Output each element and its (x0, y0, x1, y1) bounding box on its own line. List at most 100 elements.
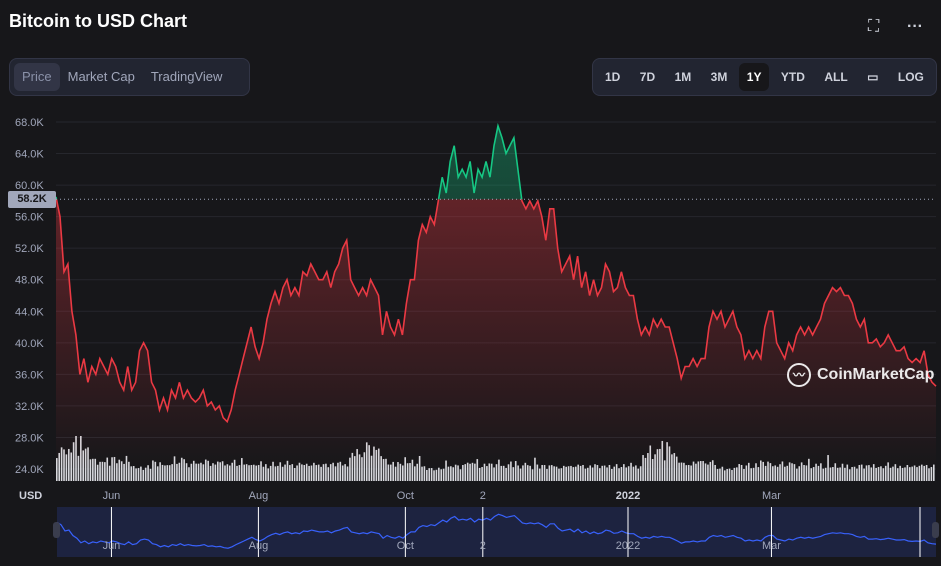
volume-bar (894, 464, 897, 481)
volume-bar (743, 468, 745, 481)
volume-bar (428, 468, 431, 481)
volume-bar (430, 468, 433, 481)
volume-bar (887, 462, 889, 481)
volume-bar (289, 465, 291, 481)
volume-bar (618, 468, 620, 481)
tab-market-cap[interactable]: Market Cap (67, 69, 135, 84)
volume-bar (630, 462, 632, 481)
volume-bar (591, 467, 594, 481)
volume-bar (166, 465, 169, 481)
volume-bar (853, 466, 856, 481)
volume-bar (880, 466, 882, 481)
volume-bar (178, 462, 181, 481)
range-all[interactable]: ALL (824, 70, 848, 84)
volume-bar (596, 465, 599, 481)
volume-bar (228, 465, 231, 481)
volume-bar (916, 467, 918, 481)
y-tick-label: 28.0K (15, 432, 44, 444)
volume-bar (238, 465, 241, 481)
volume-bar (185, 463, 188, 481)
volume-bar (329, 464, 332, 481)
volume-bar (450, 466, 452, 481)
navigator-label: Aug (249, 540, 269, 552)
volume-bar (149, 468, 152, 481)
volume-bar (286, 460, 289, 481)
range-1y[interactable]: 1Y (738, 63, 770, 91)
volume-bar (344, 464, 346, 481)
volume-bar (872, 464, 875, 481)
volume-bar (632, 466, 635, 481)
volume-bar (877, 467, 880, 481)
range-1d[interactable]: 1D (605, 70, 621, 84)
expand-icon[interactable]: ⛶ (868, 18, 880, 35)
volume-bar (438, 467, 440, 481)
navigator-handle-right[interactable] (932, 522, 939, 538)
volume-bar (171, 464, 173, 481)
navigator-handle-left[interactable] (53, 522, 60, 538)
volume-bar (786, 465, 789, 481)
volume-bar (128, 461, 130, 481)
volume-bar (209, 465, 212, 481)
volume-bar (241, 458, 243, 481)
volume-bar (202, 464, 205, 481)
ellipsis-icon[interactable]: ··· (907, 18, 923, 35)
volume-bar (147, 465, 149, 481)
navigator-label: Mar (762, 540, 781, 552)
volume-bar (214, 464, 217, 481)
volume-bar (500, 465, 503, 481)
volume-bar (606, 467, 608, 481)
navigator-label: 2 (480, 540, 486, 552)
volume-bar (452, 467, 455, 481)
volume-bar (505, 467, 507, 481)
volume-bar (476, 459, 479, 481)
calendar-icon[interactable]: ▭ (867, 70, 879, 84)
volume-bar (180, 457, 183, 481)
volume-bar (911, 466, 913, 481)
volume-bar (411, 459, 414, 481)
volume-bar (291, 464, 294, 481)
x-tick-label: 2022 (616, 490, 640, 502)
tab-price[interactable]: Price (14, 63, 60, 91)
range-1m[interactable]: 1M (674, 70, 692, 84)
volume-bar (582, 464, 584, 481)
volume-bar (728, 468, 731, 481)
volume-bar (265, 464, 267, 481)
volume-bar (875, 467, 877, 481)
volume-bar (933, 464, 935, 481)
volume-bar (574, 466, 577, 481)
volume-bar (397, 462, 399, 481)
volume-bar (197, 463, 200, 481)
volume-bar (865, 465, 868, 481)
volume-bar (457, 465, 459, 481)
tab-tradingview[interactable]: TradingView (150, 69, 223, 84)
volume-bar (839, 467, 841, 481)
range-ytd[interactable]: YTD (780, 70, 805, 84)
volume-bar (695, 463, 697, 481)
volume-bar (611, 468, 613, 481)
volume-bar (387, 464, 390, 481)
volume-bar (301, 464, 303, 481)
x-tick-label: Aug (249, 490, 269, 502)
volume-bar (541, 465, 543, 481)
volume-bar (908, 467, 911, 481)
range-log[interactable]: LOG (897, 70, 924, 84)
volume-bar (389, 464, 392, 481)
navigator-label: Oct (397, 540, 414, 552)
volume-bar (829, 467, 832, 481)
volume-bar (341, 465, 344, 481)
volume-bar (423, 466, 426, 481)
volume-bar (260, 461, 262, 481)
y-tick-label: 36.0K (15, 369, 44, 381)
volume-bar (851, 467, 853, 481)
volume-bar (567, 466, 570, 481)
range-3m[interactable]: 3M (710, 70, 728, 84)
volume-bar (168, 465, 171, 481)
volume-bar (385, 458, 387, 481)
volume-bar (101, 461, 104, 481)
volume-bar (233, 459, 236, 481)
volume-bar (870, 467, 873, 481)
page-title: Bitcoin to USD Chart (9, 11, 187, 31)
volume-bar (108, 465, 111, 481)
range-7d[interactable]: 7D (639, 70, 656, 84)
